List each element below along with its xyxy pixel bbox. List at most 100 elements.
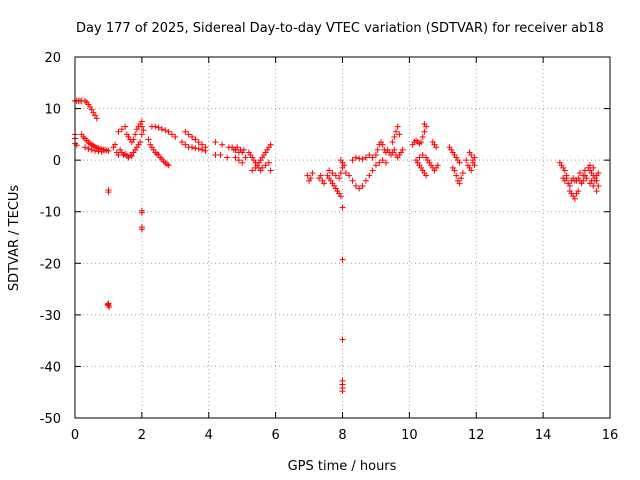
y-tick-label: 0 — [53, 154, 61, 169]
data-point — [88, 146, 95, 153]
data-point — [359, 182, 366, 189]
data-point — [349, 177, 356, 184]
data-point — [82, 144, 89, 151]
data-point — [590, 182, 597, 189]
data-point — [393, 128, 399, 135]
data-point — [339, 336, 346, 343]
data-point — [217, 151, 224, 158]
data-point — [581, 167, 588, 174]
data-point — [391, 146, 398, 153]
data-point — [240, 146, 247, 153]
data-point — [179, 139, 185, 146]
data-point — [128, 153, 135, 160]
data-point — [372, 162, 379, 169]
data-point — [105, 147, 112, 154]
data-point — [591, 177, 598, 184]
grid-lines — [75, 57, 610, 418]
data-point — [566, 182, 573, 189]
data-point — [118, 126, 125, 133]
data-points — [72, 97, 602, 395]
data-point — [137, 139, 144, 146]
data-point — [458, 175, 465, 182]
data-point — [95, 148, 102, 155]
data-point — [469, 157, 476, 164]
data-point — [165, 128, 172, 135]
x-tick-label: 14 — [535, 428, 552, 443]
data-point — [563, 175, 570, 182]
data-point — [419, 151, 426, 158]
data-point — [232, 154, 239, 161]
data-point — [195, 145, 202, 152]
data-point — [317, 172, 324, 179]
x-tick-label: 16 — [602, 428, 619, 443]
data-point — [374, 146, 381, 153]
x-tick-label: 12 — [468, 428, 485, 443]
data-point — [138, 131, 145, 138]
data-point — [112, 141, 119, 148]
data-point — [192, 145, 199, 152]
data-point — [352, 182, 359, 189]
data-point — [389, 139, 396, 146]
data-point — [379, 157, 386, 164]
data-point — [595, 182, 602, 189]
data-point — [224, 154, 231, 161]
data-point — [362, 177, 369, 184]
data-point — [586, 162, 593, 169]
data-point — [212, 151, 219, 158]
data-point — [356, 185, 363, 192]
data-point — [339, 388, 346, 395]
data-point — [122, 123, 129, 130]
data-point — [104, 301, 111, 308]
data-point — [418, 139, 425, 146]
data-point — [590, 164, 597, 171]
data-point — [396, 131, 403, 138]
data-point — [468, 167, 475, 174]
data-point — [195, 139, 202, 146]
data-point — [580, 172, 587, 179]
data-point — [265, 159, 272, 166]
data-point — [369, 154, 376, 161]
data-point — [158, 126, 165, 133]
data-point — [172, 133, 179, 140]
y-tick-label: -30 — [40, 309, 61, 324]
data-point — [433, 144, 440, 151]
data-point — [463, 157, 470, 164]
data-point — [456, 159, 463, 166]
data-point — [106, 304, 113, 311]
data-point — [235, 157, 242, 164]
data-point — [185, 131, 192, 138]
data-point — [115, 151, 122, 158]
x-tick-label: 10 — [401, 428, 418, 443]
x-axis-label: GPS time / hours — [288, 459, 397, 474]
y-tick-label: -10 — [40, 206, 61, 221]
data-point — [199, 141, 206, 148]
data-point — [309, 170, 316, 177]
data-point — [252, 164, 259, 171]
data-point — [456, 180, 463, 187]
data-point — [580, 177, 587, 184]
data-point — [88, 106, 95, 113]
data-point — [92, 112, 99, 119]
data-point — [115, 128, 122, 135]
axis-ticks: 0 2 4 6 8 10 12 14 16 -50 -40 -30 -20 -10 0 10 20 — [40, 51, 619, 443]
data-point — [212, 139, 219, 146]
data-point — [399, 146, 406, 153]
data-point — [372, 151, 379, 158]
y-tick-label: 10 — [44, 103, 61, 118]
chart-title: Day 177 of 2025, Sidereal Day-to-day VTE… — [76, 21, 604, 36]
data-point — [362, 154, 369, 161]
data-point — [321, 180, 328, 187]
data-point — [138, 118, 145, 125]
data-point — [419, 133, 426, 140]
data-point — [332, 172, 339, 179]
data-point — [342, 170, 349, 177]
x-tick-label: 2 — [138, 428, 146, 443]
x-tick-label: 0 — [71, 428, 79, 443]
data-point — [471, 162, 478, 169]
data-point — [339, 256, 346, 263]
data-point — [561, 167, 568, 174]
y-tick-label: -50 — [40, 412, 61, 427]
data-point — [337, 170, 344, 177]
data-point — [189, 133, 196, 140]
